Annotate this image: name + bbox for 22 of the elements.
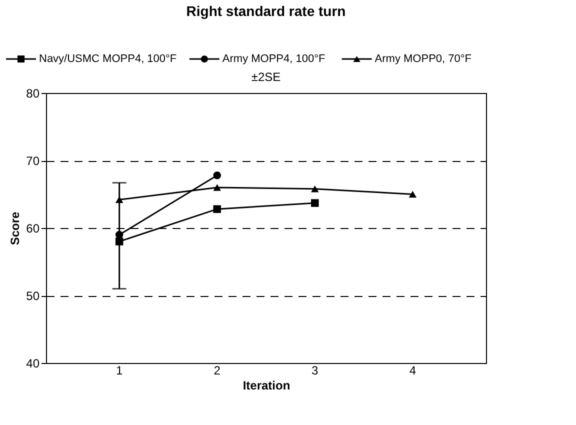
x-tick-label: 1 (116, 364, 123, 378)
y-tick-label: 50 (26, 289, 40, 303)
y-tick-label: 80 (26, 86, 40, 100)
legend-label: Navy/USMC MOPP4, 100°F (39, 53, 177, 65)
point (311, 199, 319, 207)
y-tick-label: 60 (26, 222, 40, 236)
x-tick-label: 4 (409, 364, 416, 378)
point (408, 190, 417, 198)
y-tick-label: 70 (26, 154, 40, 168)
legend-label: Army MOPP4, 100°F (222, 53, 326, 65)
y-tick-label: 40 (26, 356, 40, 370)
text: ±2SE (251, 70, 281, 84)
point (311, 185, 319, 192)
point (213, 171, 221, 180)
x-tick-label: 2 (214, 364, 221, 378)
point (213, 184, 221, 191)
y-axis-title: Score (8, 212, 22, 246)
point (213, 205, 221, 213)
x-tick-label: 3 (312, 364, 319, 378)
chart-title: Right standard rate turn (186, 3, 346, 19)
legend-label: Army MOPP0, 70°F (374, 53, 472, 65)
x-axis-title: Iteration (242, 378, 290, 392)
